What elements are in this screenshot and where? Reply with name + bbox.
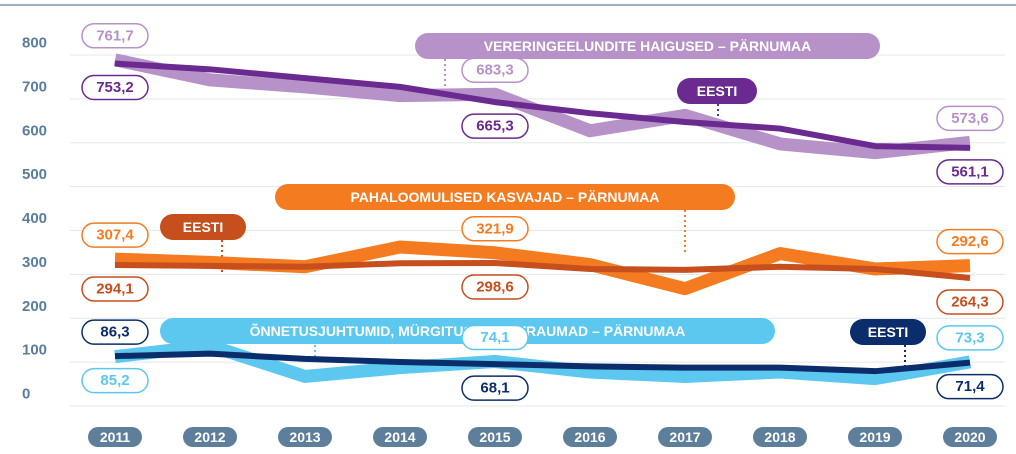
value-label-box bbox=[461, 113, 529, 139]
x-tick-label: 2012 bbox=[194, 429, 225, 445]
year-pill bbox=[468, 427, 522, 447]
legend-label: EESTI bbox=[697, 83, 737, 99]
value-label-box bbox=[461, 324, 529, 351]
y-tick-label: 100 bbox=[22, 342, 47, 359]
value-label-box bbox=[936, 289, 1004, 315]
year-pill bbox=[563, 427, 617, 447]
value-label-box bbox=[461, 57, 529, 83]
value-label: 292,6 bbox=[951, 233, 989, 250]
value-label: 71,4 bbox=[955, 378, 985, 395]
value-label: 683,3 bbox=[476, 62, 514, 79]
legend-label: PAHALOOMULISED KASVAJAD – PÄRNUMAA bbox=[350, 189, 659, 205]
value-label: 761,7 bbox=[96, 27, 134, 44]
legend-label: EESTI bbox=[183, 219, 223, 235]
value-label: 86,3 bbox=[100, 324, 129, 341]
value-label: 73,3 bbox=[955, 329, 984, 346]
value-label-box bbox=[936, 373, 1004, 400]
legend-label: VERERINGEELUNDITE HAIGUSED – PÄRNUMAA bbox=[484, 38, 811, 54]
year-pill bbox=[848, 427, 902, 447]
value-label-box bbox=[81, 319, 149, 345]
value-label-box bbox=[936, 105, 1004, 132]
value-label-box bbox=[81, 23, 149, 49]
value-label-box bbox=[81, 367, 149, 394]
y-tick-label: 800 bbox=[22, 35, 47, 52]
x-tick-label: 2020 bbox=[954, 429, 985, 445]
value-label: 294,1 bbox=[96, 280, 134, 297]
series-line bbox=[113, 53, 971, 160]
y-tick-label: 700 bbox=[22, 78, 47, 95]
year-pill bbox=[658, 427, 712, 447]
x-tick-label: 2015 bbox=[479, 429, 510, 445]
value-label: 665,3 bbox=[476, 118, 514, 135]
y-tick-label: 200 bbox=[22, 298, 47, 315]
legend-label: EESTI bbox=[868, 324, 908, 340]
value-label: 85,2 bbox=[100, 372, 129, 389]
value-label: 307,4 bbox=[96, 227, 134, 244]
x-tick-label: 2014 bbox=[384, 429, 415, 445]
y-tick-label: 400 bbox=[22, 210, 47, 227]
series-line bbox=[114, 60, 971, 151]
x-tick-label: 2016 bbox=[574, 429, 605, 445]
year-pill bbox=[373, 427, 427, 447]
value-label-box bbox=[81, 222, 149, 248]
legend-banner bbox=[850, 319, 926, 345]
legend-banner bbox=[415, 33, 880, 59]
legend-banner bbox=[160, 214, 246, 240]
value-label: 298,6 bbox=[476, 278, 514, 295]
value-label-box bbox=[461, 375, 529, 401]
legend-banner bbox=[677, 78, 757, 104]
y-tick-label: 300 bbox=[22, 254, 47, 271]
value-label: 573,6 bbox=[951, 110, 989, 127]
value-label: 321,9 bbox=[476, 220, 514, 237]
series-line bbox=[114, 350, 971, 375]
value-label-box bbox=[936, 159, 1004, 185]
y-tick-label: 0 bbox=[22, 386, 30, 403]
x-tick-label: 2013 bbox=[289, 429, 320, 445]
y-tick-label: 500 bbox=[22, 166, 47, 183]
value-label: 68,1 bbox=[480, 380, 509, 397]
x-tick-label: 2019 bbox=[859, 429, 890, 445]
value-label-box bbox=[81, 276, 149, 302]
year-pill bbox=[278, 427, 332, 447]
year-pill bbox=[88, 427, 142, 447]
legend-banner bbox=[275, 184, 735, 210]
value-label-box bbox=[461, 216, 529, 242]
value-label-box bbox=[936, 325, 1004, 351]
value-label: 264,3 bbox=[951, 294, 989, 311]
series-line bbox=[114, 259, 971, 282]
x-tick-label: 2018 bbox=[764, 429, 795, 445]
value-label-box bbox=[461, 274, 529, 300]
value-label: 561,1 bbox=[951, 163, 989, 180]
value-label-box bbox=[936, 228, 1004, 255]
value-label-box bbox=[81, 74, 149, 101]
year-pill bbox=[753, 427, 807, 447]
x-tick-label: 2011 bbox=[100, 429, 131, 445]
year-pill bbox=[183, 427, 237, 447]
x-tick-label: 2017 bbox=[669, 429, 700, 445]
value-label: 74,1 bbox=[480, 329, 509, 346]
value-label: 753,2 bbox=[96, 79, 134, 96]
y-tick-label: 600 bbox=[22, 122, 47, 139]
year-pill bbox=[943, 427, 997, 447]
